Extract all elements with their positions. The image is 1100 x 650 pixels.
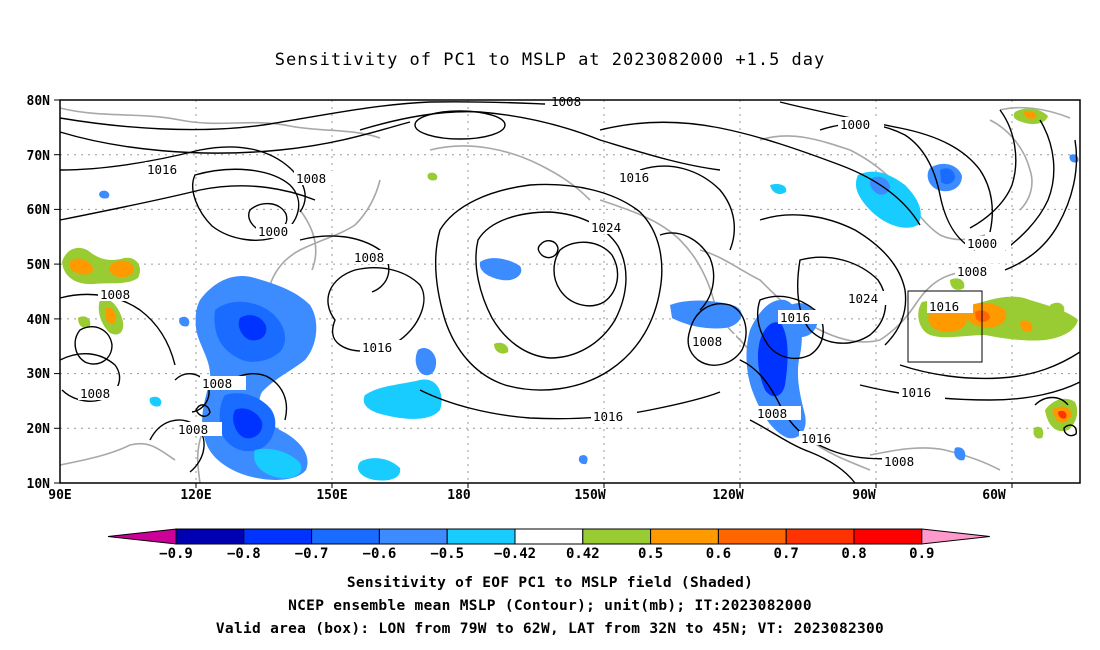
- longitude-labels: 90E 120E 150E 180 150W 120W 90W 60W: [48, 488, 1006, 503]
- contour-label: 1008: [692, 334, 722, 349]
- contour-label: 1008: [202, 376, 232, 391]
- contour-label: 1000: [967, 236, 997, 251]
- colorbar-label: 0.7: [774, 546, 799, 562]
- contour-label: 1016: [801, 431, 831, 446]
- colorbar-segment: [717, 528, 787, 545]
- caption-line-2: NCEP ensemble mean MSLP (Contour); unit(…: [288, 598, 812, 614]
- contour-label: 1016: [147, 162, 177, 177]
- lon-label: 180: [447, 488, 471, 503]
- colorbar-segment: [175, 528, 245, 545]
- colorbar-labels: −0.9 −0.8 −0.7 −0.6 −0.5 −0.42 0.42 0.5 0.6 0.7 0.…: [159, 546, 934, 562]
- colorbar-segment: [582, 528, 652, 545]
- contour-label: 1008: [551, 94, 581, 109]
- contour-label: 1000: [840, 117, 870, 132]
- lon-label: 90W: [852, 488, 876, 503]
- colorbar-label: −0.7: [295, 546, 329, 562]
- colorbar-segment: [378, 528, 448, 545]
- colorbar-label: −0.8: [227, 546, 261, 562]
- contour-label: 1008: [354, 250, 384, 265]
- latitude-ticks: [54, 99, 1013, 488]
- lat-label: 80N: [27, 94, 51, 109]
- contour-label: 1008: [80, 386, 110, 401]
- plot-frame: [59, 99, 1081, 484]
- colorbar-arrow-high: [921, 528, 990, 545]
- contour-label: 1016: [780, 310, 810, 325]
- caption-line-3: Valid area (box): LON from 79W to 62W, L…: [215, 621, 885, 637]
- colorbar-segment: [311, 528, 380, 545]
- contour-labels: 1008 1000 1016 1008 1000 1008 1016 1024 …: [78, 94, 1011, 469]
- lat-label: 60N: [27, 203, 51, 218]
- colorbar-label: 0.8: [841, 546, 866, 562]
- negative-sensitivity-shading: [99, 154, 1079, 481]
- colorbar-label: 0.9: [909, 546, 934, 562]
- contour-label: 1008: [178, 422, 208, 437]
- lon-label: 120E: [180, 488, 211, 503]
- lat-label: 50N: [27, 258, 51, 273]
- colorbar-label: 0.42: [566, 546, 600, 562]
- contour-label: 1008: [757, 406, 787, 421]
- lon-label: 120W: [712, 488, 743, 503]
- lon-label: 90E: [48, 488, 71, 503]
- contour-label: 1016: [901, 385, 931, 400]
- colorbar-segment: [243, 528, 313, 545]
- contour-label: 1024: [591, 220, 621, 235]
- caption-line-1: Sensitivity of EOF PC1 to MSLP field (Sh…: [346, 575, 754, 591]
- colorbar-label: −0.42: [494, 546, 536, 562]
- lat-label: 20N: [27, 422, 51, 437]
- colorbar-label: −0.5: [430, 546, 464, 562]
- contour-label: 1016: [362, 340, 392, 355]
- lon-label: 60W: [982, 488, 1006, 503]
- colorbar-segment: [785, 528, 855, 545]
- colorbar: [107, 528, 990, 545]
- lat-label: 10N: [27, 477, 51, 492]
- lon-label: 150E: [316, 488, 347, 503]
- contour-label: 1008: [100, 287, 130, 302]
- contour-label: 1000: [258, 224, 288, 239]
- contour-label: 1016: [929, 299, 959, 314]
- colorbar-label: 0.6: [706, 546, 731, 562]
- contour-label: 1016: [593, 409, 623, 424]
- lat-label: 70N: [27, 149, 51, 164]
- colorbar-label: 0.5: [638, 546, 663, 562]
- valid-area-box: [907, 290, 983, 363]
- colorbar-segment: [650, 528, 719, 545]
- latitude-labels: 80N 70N 60N 50N 40N 30N 20N 10N: [27, 94, 51, 492]
- colorbar-label: −0.9: [159, 546, 193, 562]
- lat-label: 40N: [27, 313, 51, 328]
- contour-label: 1024: [848, 291, 878, 306]
- colorbar-segment: [853, 528, 923, 545]
- lon-label: 150W: [574, 488, 605, 503]
- contour-label: 1008: [884, 454, 914, 469]
- colorbar-segment: [446, 528, 516, 545]
- colorbar-arrow-low: [107, 528, 177, 545]
- colorbar-label: −0.6: [363, 546, 397, 562]
- contour-label: 1008: [296, 171, 326, 186]
- lat-label: 30N: [27, 367, 51, 382]
- contour-label: 1008: [957, 264, 987, 279]
- contour-label: 1016: [619, 170, 649, 185]
- map-title: Sensitivity of PC1 to MSLP at 2023082000…: [274, 50, 826, 70]
- colorbar-segment: [514, 528, 584, 545]
